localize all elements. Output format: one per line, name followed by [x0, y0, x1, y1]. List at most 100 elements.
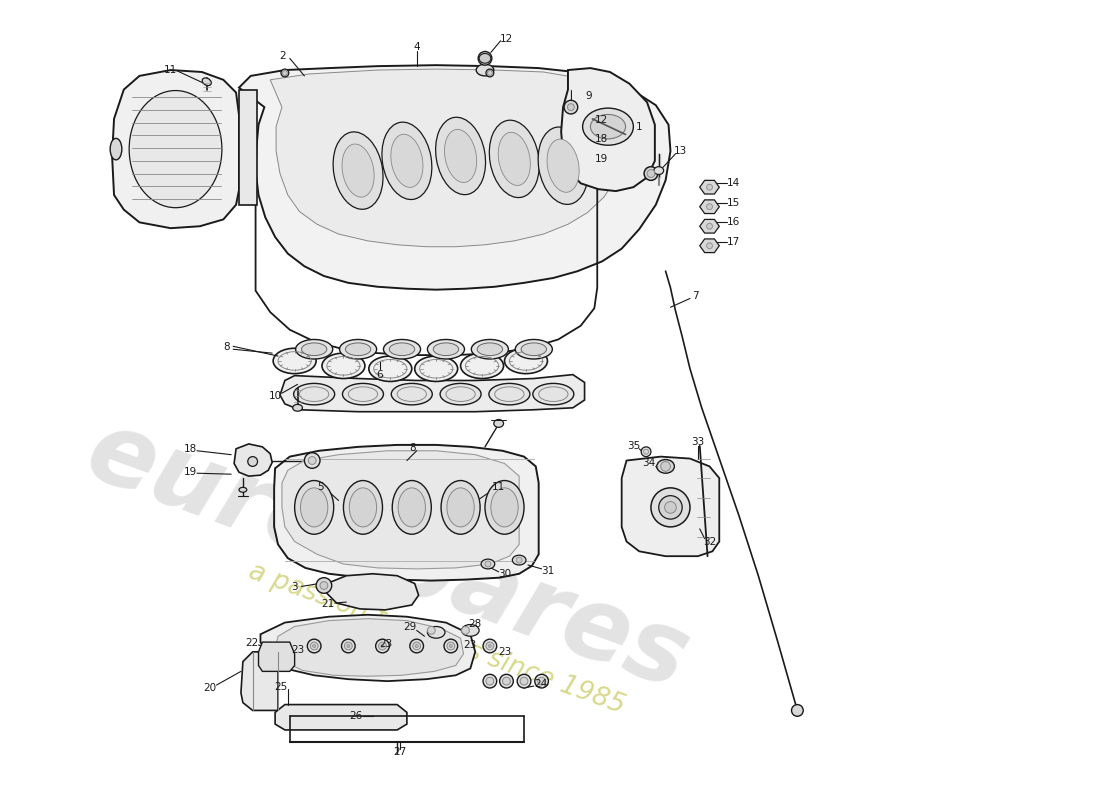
- Text: 27: 27: [394, 747, 407, 758]
- Ellipse shape: [532, 383, 574, 405]
- Ellipse shape: [322, 353, 365, 378]
- Circle shape: [661, 462, 671, 471]
- Circle shape: [520, 678, 528, 685]
- Ellipse shape: [480, 54, 491, 63]
- Text: 13: 13: [673, 146, 686, 156]
- Ellipse shape: [345, 343, 371, 355]
- Polygon shape: [258, 642, 295, 671]
- Ellipse shape: [461, 353, 504, 378]
- Text: 33: 33: [691, 437, 704, 447]
- Circle shape: [320, 582, 328, 590]
- Ellipse shape: [436, 118, 485, 194]
- Circle shape: [305, 453, 320, 468]
- Text: 8: 8: [223, 342, 230, 352]
- Ellipse shape: [382, 122, 432, 199]
- Circle shape: [483, 639, 497, 653]
- Circle shape: [641, 447, 651, 457]
- Ellipse shape: [393, 481, 431, 534]
- Circle shape: [478, 51, 492, 65]
- Circle shape: [344, 642, 352, 650]
- Ellipse shape: [295, 481, 333, 534]
- Text: 29: 29: [404, 622, 417, 633]
- Text: 18: 18: [184, 444, 197, 454]
- Ellipse shape: [392, 383, 432, 405]
- Text: 31: 31: [541, 566, 554, 576]
- Circle shape: [516, 557, 522, 563]
- Text: eurospares: eurospares: [74, 402, 701, 710]
- Ellipse shape: [591, 114, 626, 139]
- Ellipse shape: [513, 555, 526, 565]
- Text: 1: 1: [636, 122, 642, 132]
- Circle shape: [651, 488, 690, 527]
- Circle shape: [488, 645, 492, 647]
- Circle shape: [428, 626, 436, 634]
- Text: 22: 22: [245, 638, 258, 648]
- Text: 7: 7: [693, 290, 700, 301]
- Ellipse shape: [657, 459, 674, 474]
- Text: 12: 12: [499, 34, 513, 44]
- Ellipse shape: [440, 383, 481, 405]
- Text: 16: 16: [726, 218, 739, 227]
- Ellipse shape: [538, 127, 588, 204]
- Polygon shape: [282, 450, 519, 569]
- Text: 12: 12: [595, 115, 608, 125]
- Ellipse shape: [343, 481, 383, 534]
- Ellipse shape: [342, 383, 384, 405]
- Ellipse shape: [476, 64, 494, 76]
- Polygon shape: [700, 180, 719, 194]
- Circle shape: [535, 674, 549, 688]
- Text: 10: 10: [268, 391, 282, 401]
- Text: 6: 6: [376, 370, 383, 380]
- Circle shape: [316, 578, 332, 594]
- Polygon shape: [261, 614, 475, 681]
- Text: 24: 24: [534, 679, 548, 689]
- Ellipse shape: [521, 343, 547, 355]
- Circle shape: [485, 561, 491, 567]
- Ellipse shape: [444, 130, 476, 182]
- Ellipse shape: [477, 343, 503, 355]
- Text: 15: 15: [726, 198, 739, 208]
- Ellipse shape: [293, 404, 303, 411]
- Ellipse shape: [447, 488, 474, 527]
- Polygon shape: [700, 200, 719, 214]
- Polygon shape: [239, 90, 256, 205]
- Polygon shape: [274, 445, 539, 581]
- Circle shape: [310, 642, 318, 650]
- Polygon shape: [327, 574, 419, 610]
- Circle shape: [415, 645, 418, 647]
- Ellipse shape: [389, 343, 415, 355]
- Ellipse shape: [390, 134, 424, 187]
- Ellipse shape: [340, 339, 376, 359]
- Text: 19: 19: [595, 154, 608, 164]
- Text: 11: 11: [492, 482, 505, 492]
- Polygon shape: [275, 705, 407, 730]
- Ellipse shape: [498, 132, 530, 186]
- Circle shape: [248, 457, 257, 466]
- Polygon shape: [241, 652, 278, 710]
- Ellipse shape: [486, 69, 494, 77]
- Ellipse shape: [283, 70, 287, 75]
- Circle shape: [412, 642, 420, 650]
- Ellipse shape: [653, 166, 663, 174]
- Text: 23: 23: [498, 647, 512, 657]
- Text: 32: 32: [703, 537, 716, 546]
- Ellipse shape: [129, 90, 222, 208]
- Polygon shape: [561, 68, 654, 191]
- Ellipse shape: [433, 343, 459, 355]
- Circle shape: [706, 184, 713, 190]
- Circle shape: [564, 100, 578, 114]
- Circle shape: [706, 204, 713, 210]
- Ellipse shape: [488, 383, 530, 405]
- Circle shape: [792, 705, 803, 716]
- Ellipse shape: [583, 108, 634, 146]
- Ellipse shape: [398, 488, 426, 527]
- Ellipse shape: [487, 70, 493, 75]
- Ellipse shape: [428, 626, 446, 638]
- Ellipse shape: [505, 348, 548, 374]
- Circle shape: [659, 496, 682, 519]
- Ellipse shape: [428, 339, 464, 359]
- Text: 23: 23: [378, 639, 392, 649]
- Text: 19: 19: [184, 467, 197, 478]
- Circle shape: [450, 645, 452, 647]
- Text: 17: 17: [726, 237, 739, 247]
